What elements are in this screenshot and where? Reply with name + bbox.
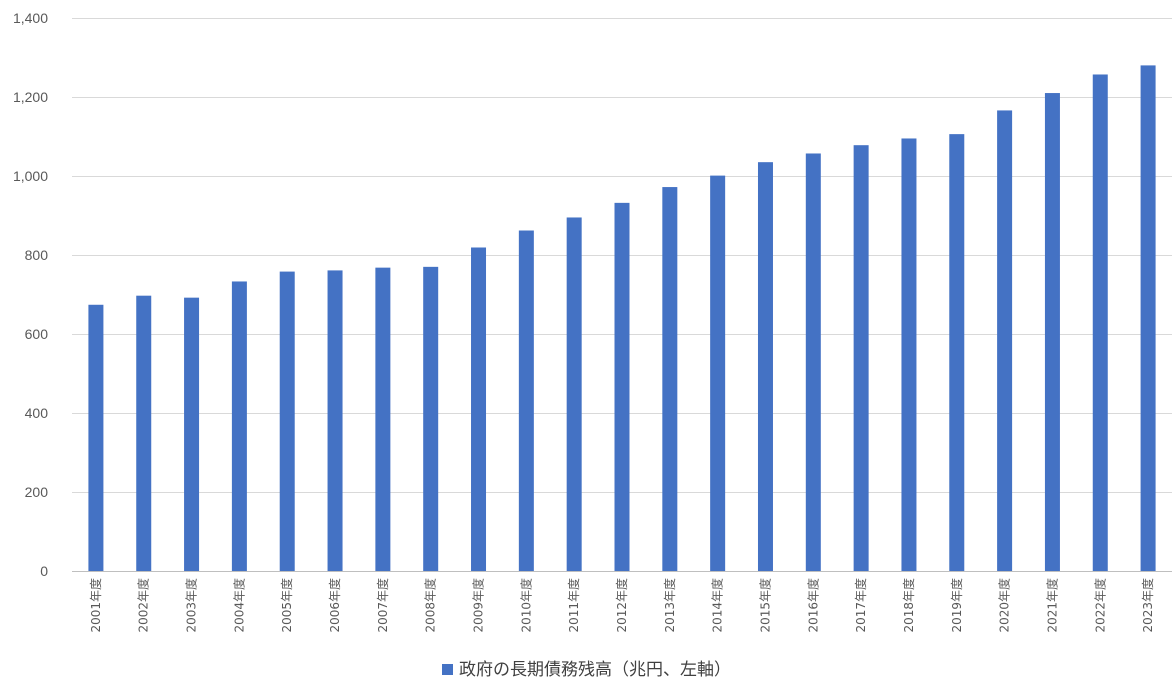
- legend-swatch: [442, 664, 453, 675]
- legend-label: 政府の長期債務残高（兆円、左軸）: [459, 660, 731, 680]
- x-tick-label: 2014年度: [710, 578, 725, 633]
- x-tick-label: 2017年度: [853, 578, 868, 633]
- y-tick-label: 400: [25, 405, 49, 421]
- x-tick-label: 2018年度: [901, 578, 916, 633]
- y-tick-label: 600: [25, 326, 49, 342]
- x-tick-label: 2019年度: [949, 578, 964, 633]
- bar: [710, 175, 726, 572]
- legend: 政府の長期債務残高（兆円、左軸）: [0, 655, 1173, 680]
- bar: [184, 297, 200, 571]
- bar: [518, 230, 534, 571]
- x-tick-label: 2002年度: [136, 578, 151, 633]
- bar: [327, 270, 343, 571]
- x-tick-label: 2009年度: [471, 578, 486, 633]
- bar: [375, 267, 391, 571]
- y-axis-tick-labels: 0 200 400 600 800 1,000 1,200 1,400: [13, 10, 48, 579]
- y-tick-label: 1,200: [13, 89, 48, 105]
- x-tick-label: 2006年度: [327, 578, 342, 633]
- bar: [901, 138, 917, 571]
- bar: [949, 134, 965, 571]
- x-tick-label: 2010年度: [518, 578, 533, 633]
- bar: [1140, 65, 1156, 572]
- y-tick-label: 800: [25, 247, 49, 263]
- x-tick-label: 2005年度: [279, 578, 294, 633]
- x-tick-label: 2011年度: [566, 578, 581, 633]
- y-tick-label: 1,000: [13, 168, 48, 184]
- x-tick-label: 2008年度: [423, 578, 438, 633]
- bar: [757, 162, 773, 572]
- bar: [1044, 93, 1060, 572]
- y-tick-label: 0: [40, 563, 48, 579]
- bar-series: [88, 65, 1156, 572]
- x-tick-label: 2020年度: [997, 578, 1012, 633]
- x-tick-label: 2023年度: [1140, 578, 1155, 633]
- bar: [471, 247, 487, 571]
- bar: [566, 217, 582, 571]
- y-tick-label: 1,400: [13, 10, 48, 26]
- bar: [614, 202, 630, 572]
- x-tick-label: 2004年度: [231, 578, 246, 633]
- bar: [279, 271, 295, 571]
- x-tick-label: 2003年度: [184, 578, 199, 633]
- x-tick-label: 2021年度: [1044, 578, 1059, 633]
- bar: [853, 145, 869, 571]
- x-tick-label: 2022年度: [1092, 578, 1107, 633]
- bar: [805, 153, 821, 572]
- y-tick-label: 200: [25, 484, 49, 500]
- x-tick-label: 2013年度: [662, 578, 677, 633]
- x-axis-tick-labels: 2001年度 2002年度 2003年度 2004年度 2005年度 2006年度 2007…: [88, 578, 1155, 633]
- bar: [997, 110, 1013, 572]
- bar: [231, 281, 247, 571]
- bar: [662, 187, 678, 571]
- x-tick-label: 2015年度: [757, 578, 772, 633]
- bar: [136, 295, 152, 571]
- x-tick-label: 2007年度: [375, 578, 390, 633]
- x-tick-label: 2012年度: [614, 578, 629, 633]
- bar: [88, 304, 104, 571]
- x-tick-label: 2016年度: [805, 578, 820, 633]
- bar: [423, 266, 439, 571]
- x-tick-label: 2001年度: [88, 578, 103, 633]
- bar: [1092, 74, 1108, 572]
